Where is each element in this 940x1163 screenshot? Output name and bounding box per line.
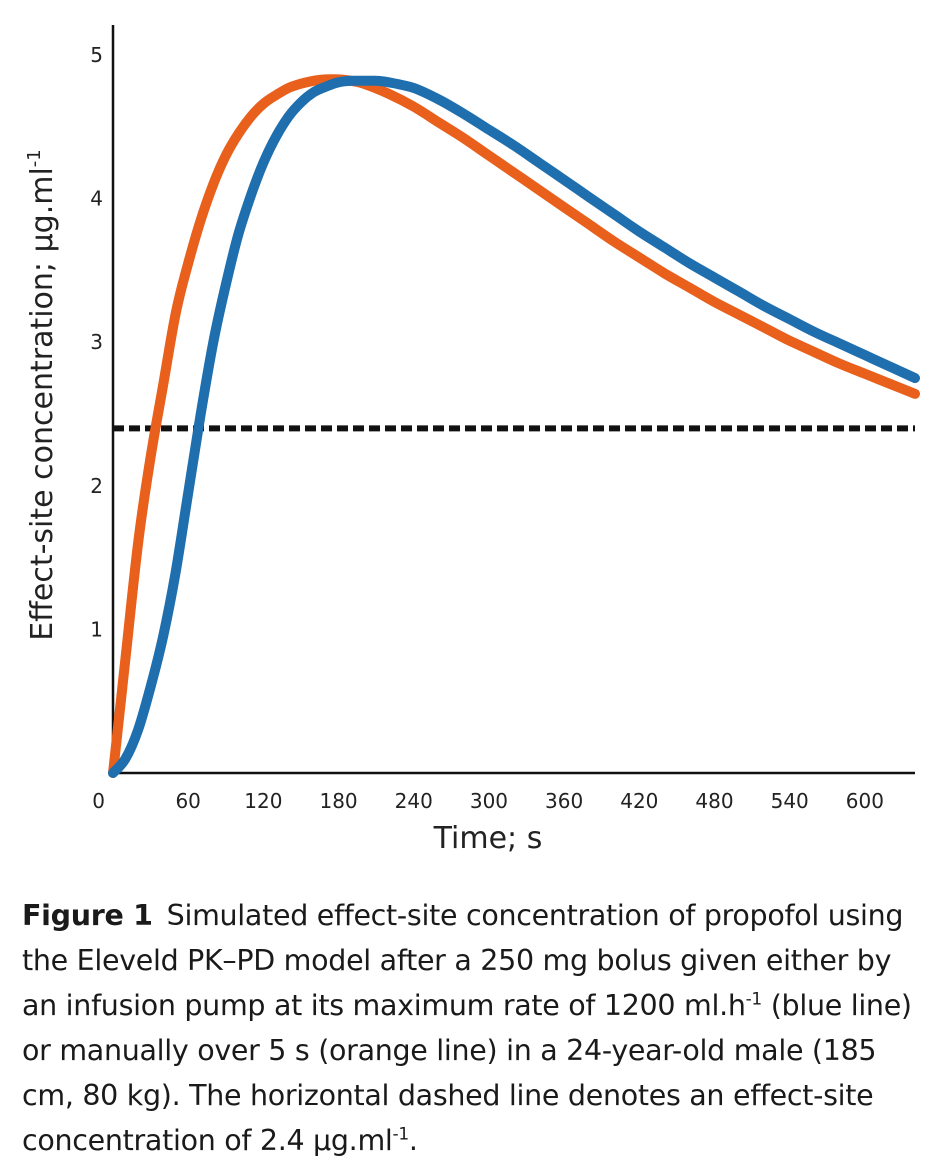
series-layer: [108, 74, 920, 778]
x-tick-label: 600: [846, 789, 884, 813]
caption-text-2: (blue line) or manually over 5 s (orange…: [22, 989, 912, 1157]
y-tick-label: 5: [90, 43, 103, 67]
series-line-blue: [108, 75, 920, 778]
x-tick-label: 60: [175, 789, 200, 813]
y-axis-title: Effect-site concentration; μg.ml-1: [24, 149, 60, 640]
y-tick-label: 2: [90, 474, 103, 498]
y-tick-label: 1: [90, 617, 103, 641]
y-tick-label: 4: [90, 187, 103, 211]
caption-sup-2: -1: [392, 1124, 410, 1145]
x-tick-label: 540: [771, 789, 809, 813]
figure-caption: Figure 1 Simulated effect-site concentrat…: [22, 893, 927, 1163]
x-tick-label: 480: [695, 789, 733, 813]
y-tick-label: 3: [90, 330, 103, 354]
x-tick-label: 240: [395, 789, 433, 813]
x-tick-label: 420: [620, 789, 658, 813]
caption-text-1: Simulated effect-site concentration of p…: [22, 899, 904, 1022]
x-tick-label: 360: [545, 789, 583, 813]
y-axis-title-sup: -1: [24, 149, 45, 167]
origin-tick-label: 0: [92, 789, 105, 813]
x-tick-label: 120: [244, 789, 282, 813]
caption-text-3: .: [408, 1124, 418, 1157]
caption-sup-1: -1: [745, 989, 763, 1010]
y-axis-title-main: Effect-site concentration; μg.ml: [25, 167, 60, 641]
x-tick-label: 300: [470, 789, 508, 813]
series-line-orange: [108, 74, 920, 778]
x-axis-title: Time; s: [433, 821, 543, 856]
caption-label: Figure 1: [22, 899, 153, 932]
chart: 60 120 180 240 300 360 420 480 540 600 1 2 3 4 5 0 Time…: [24, 25, 920, 856]
x-tick-label: 180: [319, 789, 357, 813]
axis-ticks: 60 120 180 240 300 360 420 480 540 600 1 2 3 4 5 0: [90, 43, 884, 813]
